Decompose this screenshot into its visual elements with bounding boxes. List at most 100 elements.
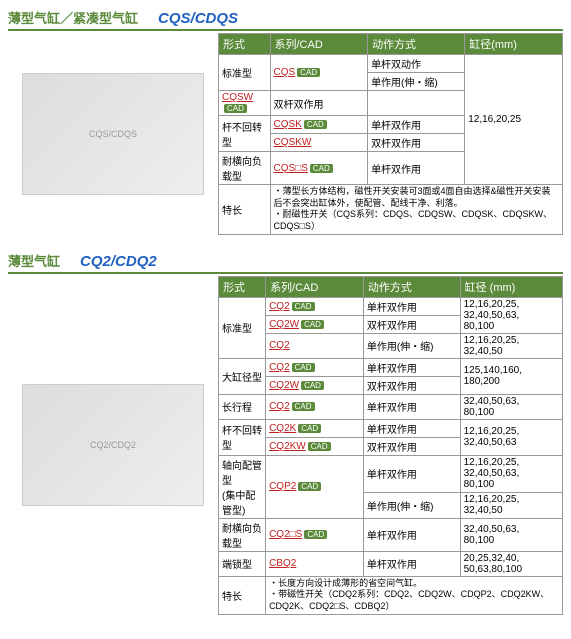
th-bore: 缸径(mm): [465, 34, 563, 55]
cad-badge[interactable]: CAD: [308, 442, 331, 451]
th-series: 系列/CAD: [270, 34, 368, 55]
cell-series: CQ2: [266, 333, 364, 358]
cell-note: ・薄型长方体结构，磁性开关安装可3面或4面自由选择&磁性开关安装后不会突出缸体外…: [270, 185, 563, 235]
cell-series: CQS□SCAD: [270, 152, 368, 185]
cell-form: 轴向配管型 (集中配管型): [219, 455, 266, 518]
th-form: 形式: [219, 276, 266, 297]
cell-series: CQP2CAD: [266, 455, 364, 518]
cell-series: CQ2□SCAD: [266, 518, 364, 551]
product-image-col: CQS/CDQS: [8, 33, 218, 235]
cell-form: 耐横向负载型: [219, 152, 271, 185]
cell-form: 耐横向负载型: [219, 518, 266, 551]
cad-badge[interactable]: CAD: [292, 363, 315, 372]
cell-action: 单杆双作用: [363, 455, 460, 492]
series-link[interactable]: CQ2K: [269, 423, 296, 434]
series-link[interactable]: CQ2: [269, 401, 290, 412]
cell-action: 单杆双作用: [368, 152, 465, 185]
cell-action: 单杆双作用: [368, 116, 465, 134]
th-action: 动作方式: [368, 34, 465, 55]
series-link[interactable]: CBQ2: [269, 558, 296, 569]
cell-bore: 32,40,50,63, 80,100: [460, 394, 562, 419]
cell-bore: 12,16,20,25: [465, 55, 563, 185]
cad-badge[interactable]: CAD: [297, 68, 320, 77]
section-cqs: 薄型气缸／紧凑型气缸 CQS/CDQS CQS/CDQS 形式 系列/CAD 动…: [8, 8, 563, 235]
cell-series: CBQ2: [266, 551, 364, 576]
series-link[interactable]: CQ2: [269, 301, 290, 312]
cell-feat: 特长: [219, 576, 266, 614]
cell-action: 单杆双作用: [363, 518, 460, 551]
cell-feat: 特长: [219, 185, 271, 235]
th-bore: 缸径 (mm): [460, 276, 562, 297]
cell-series: CQ2WCAD: [266, 315, 364, 333]
cell-action: 单作用(伸・缩): [368, 73, 465, 91]
cell-action: 单杆双作用: [363, 358, 460, 376]
title-en: CQ2/CDQ2: [80, 253, 157, 270]
title-cn: 薄型气缸／紧凑型气缸: [8, 8, 138, 27]
th-form: 形式: [219, 34, 271, 55]
product-image: CQS/CDQS: [22, 73, 204, 195]
cell-series: CQSKCAD: [270, 116, 368, 134]
cell-action: 单作用(伸・缩): [363, 333, 460, 358]
cell-form: 标准型: [219, 55, 271, 91]
cell-series: CQ2KCAD: [266, 419, 364, 437]
cad-badge[interactable]: CAD: [292, 402, 315, 411]
cell-action: 双杆双作用: [368, 134, 465, 152]
cell-action: 双杆双作用: [363, 315, 460, 333]
cell-action: 单杆双作用: [363, 419, 460, 437]
cell-bore: 12,16,20,25, 32,40,50,63, 80,100: [460, 297, 562, 333]
cell-series: CQ2CAD: [266, 297, 364, 315]
series-link[interactable]: CQ2: [269, 340, 290, 351]
series-link[interactable]: CQP2: [269, 481, 296, 492]
series-link[interactable]: CQS□S: [274, 163, 308, 174]
cell-form: 长行程: [219, 394, 266, 419]
cell-action: 单杆双动作: [368, 55, 465, 73]
series-link[interactable]: CQ2W: [269, 319, 299, 330]
cad-badge[interactable]: CAD: [298, 424, 321, 433]
cell-form: 大缸径型: [219, 358, 266, 394]
cad-badge[interactable]: CAD: [304, 120, 327, 129]
title-cn: 薄型气缸: [8, 251, 60, 270]
cad-badge[interactable]: CAD: [301, 320, 324, 329]
cad-badge[interactable]: CAD: [310, 164, 333, 173]
series-link[interactable]: CQ2W: [269, 380, 299, 391]
series-link[interactable]: CQS: [274, 67, 296, 78]
spec-table: 形式 系列/CAD 动作方式 缸径 (mm) 标准型 CQ2CAD 单杆双作用 …: [218, 276, 563, 615]
product-image-col: CQ2/CDQ2: [8, 276, 218, 615]
cell-bore: 12,16,20,25, 32,40,50,63: [460, 419, 562, 455]
series-link[interactable]: CQSW: [222, 92, 253, 103]
cell-action: 单作用(伸・缩): [363, 492, 460, 518]
cell-bore: 12,16,20,25, 32,40,50: [460, 492, 562, 518]
cell-action: 单杆双作用: [363, 394, 460, 419]
th-series: 系列/CAD: [266, 276, 364, 297]
cell-action: 双杆双作用: [270, 91, 368, 116]
series-link[interactable]: CQSKW: [274, 137, 312, 148]
cad-badge[interactable]: CAD: [298, 482, 321, 491]
cad-badge[interactable]: CAD: [292, 302, 315, 311]
cell-series: CQ2CAD: [266, 358, 364, 376]
cell-action: 单杆双作用: [363, 551, 460, 576]
series-link[interactable]: CQ2□S: [269, 529, 302, 540]
cell-form: 杆不回转型: [219, 419, 266, 455]
cad-badge[interactable]: CAD: [301, 381, 324, 390]
product-image: CQ2/CDQ2: [22, 384, 204, 506]
cell-action: 单杆双作用: [363, 297, 460, 315]
cell-form: 杆不回转型: [219, 116, 271, 152]
cad-badge[interactable]: CAD: [304, 530, 327, 539]
cell-series: CQSCAD: [270, 55, 368, 91]
series-link[interactable]: CQ2KW: [269, 441, 306, 452]
title-en: CQS/CDQS: [158, 10, 238, 27]
cad-badge[interactable]: CAD: [224, 104, 247, 113]
cell-bore: 125,140,160, 180,200: [460, 358, 562, 394]
series-link[interactable]: CQ2: [269, 362, 290, 373]
th-action: 动作方式: [363, 276, 460, 297]
series-link[interactable]: CQSK: [274, 119, 302, 130]
cell-series: CQ2KWCAD: [266, 437, 364, 455]
title-row: 薄型气缸／紧凑型气缸 CQS/CDQS: [8, 8, 563, 31]
cell-series: CQ2WCAD: [266, 376, 364, 394]
cell-series: CQ2CAD: [266, 394, 364, 419]
cell-bore: 20,25,32,40, 50,63,80,100: [460, 551, 562, 576]
cell-action: 双杆双作用: [363, 437, 460, 455]
cell-form: 端锁型: [219, 551, 266, 576]
title-row: 薄型气缸 CQ2/CDQ2: [8, 251, 563, 274]
cell-note: ・长度方向设计成薄形的省空间气缸。 ・带磁性开关（CDQ2系列：CDQ2、CDQ…: [266, 576, 563, 614]
